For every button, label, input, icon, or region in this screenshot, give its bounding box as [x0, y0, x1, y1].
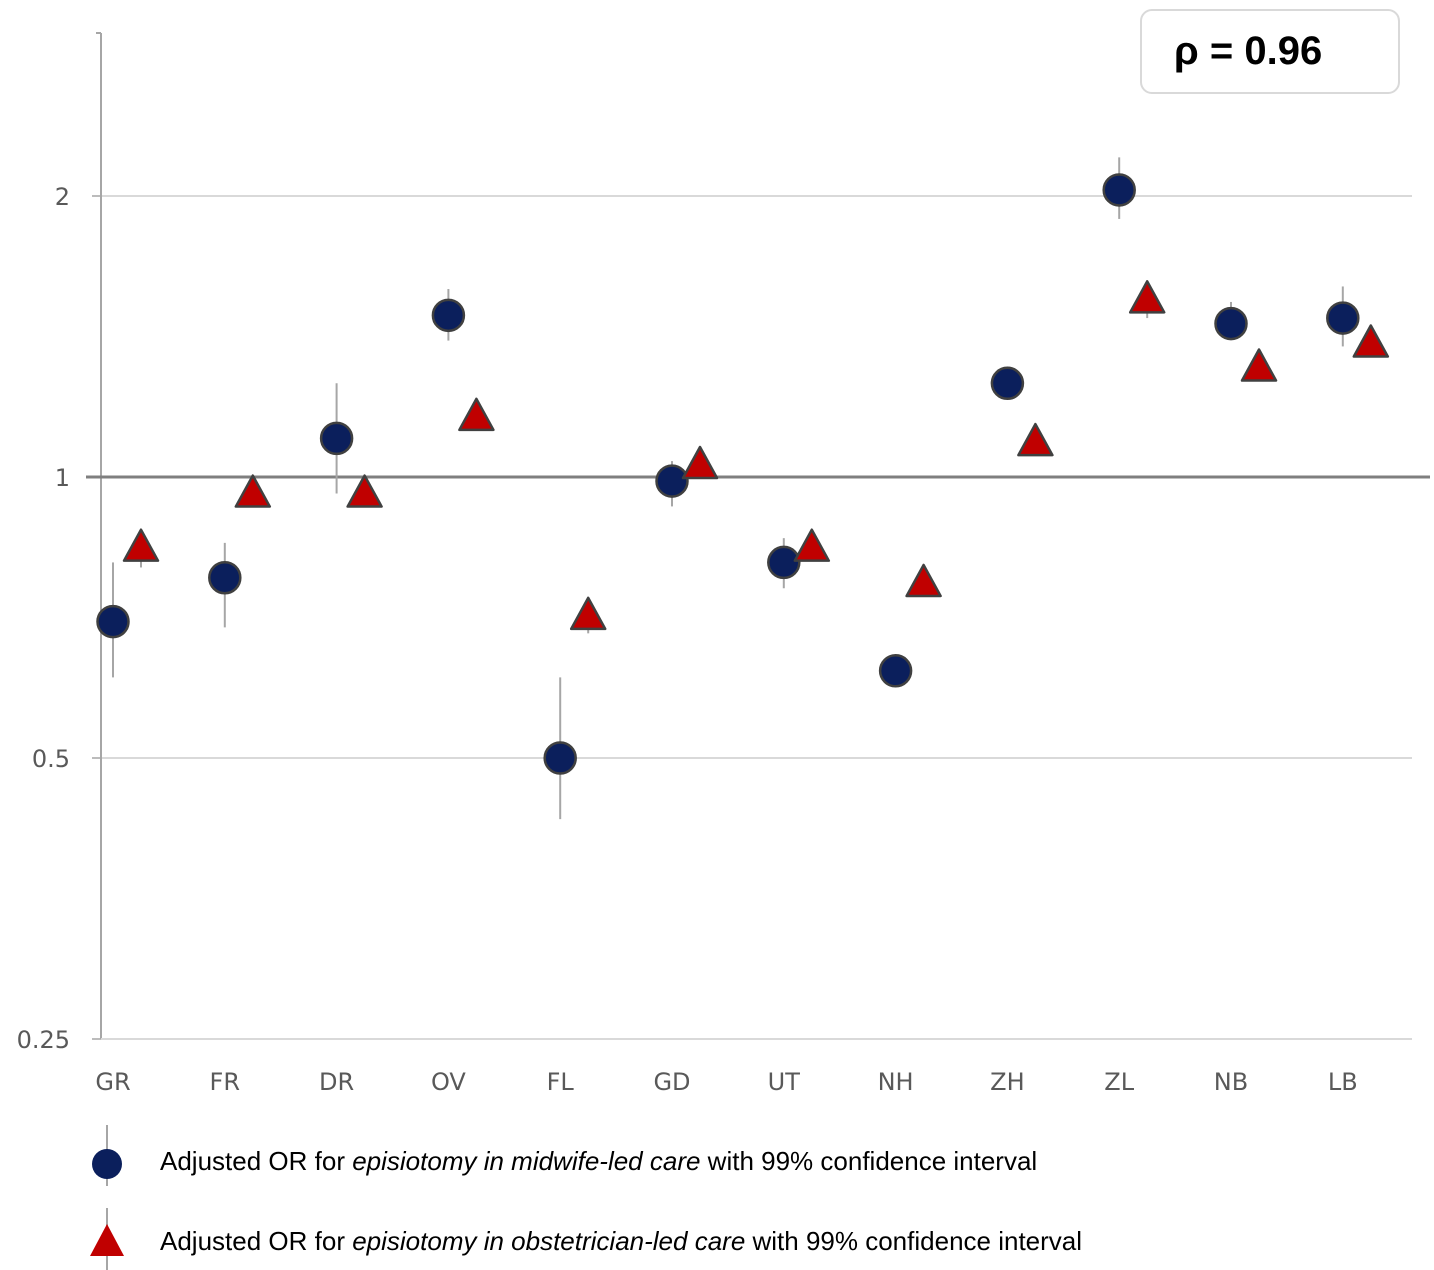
circle-marker	[655, 464, 689, 498]
x-tick-label: ZL	[1104, 1068, 1134, 1096]
legend: Adjusted OR for episiotomy in midwife-le…	[0, 1120, 1434, 1270]
x-tick-label: GR	[95, 1068, 130, 1096]
x-tick-label: GD	[653, 1068, 690, 1096]
triangle-marker	[458, 397, 495, 432]
x-tick-label: FR	[210, 1068, 240, 1096]
circle-marker	[1102, 173, 1136, 207]
triangle-marker	[793, 528, 831, 562]
circle-marker	[878, 654, 913, 688]
circle-marker	[767, 545, 801, 580]
circle-marker	[431, 298, 466, 333]
x-tick-label: DR	[319, 1068, 354, 1096]
chart: 2 1 0.5 0.25 GR FR DR OV FL GD UT NH ZH ZL NB LB	[17, 32, 1430, 1096]
legend-label-midwife: Adjusted OR for episiotomy in midwife-le…	[160, 1146, 1038, 1176]
legend-label-obstetrician: Adjusted OR for episiotomy in obstetrici…	[160, 1226, 1083, 1256]
y-tick-label: 0.25	[17, 1026, 70, 1054]
triangle-marker	[1017, 422, 1054, 457]
y-tick-label: 2	[55, 183, 70, 211]
triangle-marker	[681, 445, 719, 480]
triangle-marker	[1240, 348, 1278, 382]
correlation-label: ρ = 0.96	[1174, 29, 1323, 73]
circle-marker	[990, 366, 1025, 401]
triangle-marker	[1352, 324, 1390, 358]
circle-marker	[319, 421, 354, 456]
confidence-intervals	[112, 157, 1372, 820]
triangle-marker	[569, 596, 607, 631]
y-tick-label: 0.5	[32, 745, 70, 773]
y-tick-label: 1	[55, 464, 70, 492]
circle-marker	[1214, 306, 1248, 341]
triangle-marker	[1128, 280, 1166, 314]
x-tick-label: LB	[1328, 1068, 1358, 1096]
triangle-marker	[122, 528, 160, 562]
legend-item-midwife: Adjusted OR for episiotomy in midwife-le…	[0, 1120, 1434, 1190]
x-tick-label: UT	[768, 1068, 801, 1096]
x-tick-label: ZH	[990, 1068, 1025, 1096]
axes	[86, 32, 1430, 1040]
triangle-marker-icon	[90, 1208, 124, 1270]
x-tick-label: NB	[1214, 1068, 1248, 1096]
circle-marker	[96, 604, 130, 639]
gridlines	[101, 195, 1412, 759]
x-tick-label: NH	[878, 1068, 914, 1096]
correlation-box: ρ = 0.96	[1140, 9, 1400, 94]
circle-marker	[1326, 301, 1360, 335]
y-tick-labels: 2 1 0.5 0.25	[17, 183, 70, 1054]
x-tick-label: OV	[431, 1068, 466, 1096]
triangle-marker	[234, 474, 272, 508]
legend-item-obstetrician: Adjusted OR for episiotomy in obstetrici…	[0, 1200, 1434, 1270]
circle-marker	[208, 560, 242, 595]
x-tick-labels: GR FR DR OV FL GD UT NH ZH ZL NB LB	[95, 1068, 1357, 1096]
circle-marker	[543, 741, 577, 775]
x-tick-label: FL	[547, 1068, 575, 1096]
data-markers	[96, 173, 1390, 775]
triangle-marker	[905, 563, 942, 598]
circle-marker-icon	[92, 1125, 122, 1186]
triangle-marker	[346, 474, 383, 508]
